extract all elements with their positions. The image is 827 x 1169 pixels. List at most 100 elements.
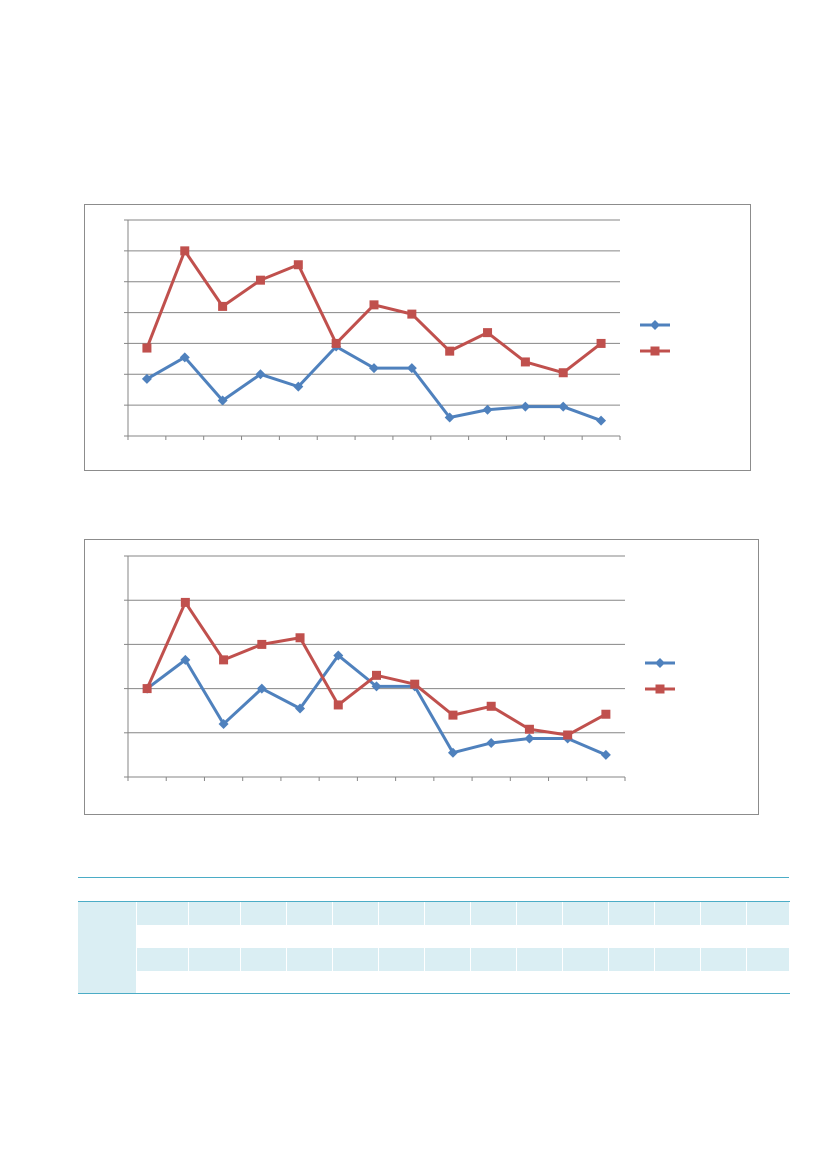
table-header-cell (188, 877, 240, 902)
table-header-cell (136, 877, 188, 902)
line-chart-2 (84, 539, 759, 815)
table-header-cell (562, 877, 608, 902)
legend-swatch-diamond (655, 658, 665, 668)
data-point-square (448, 710, 458, 720)
data-point-diamond (482, 404, 493, 415)
table-row-header-cell (78, 947, 137, 971)
data-point-diamond (256, 683, 267, 694)
data-point-diamond (293, 381, 304, 392)
table-cell (286, 924, 333, 948)
data-point-square (333, 700, 343, 710)
data-point-square (293, 260, 303, 270)
table-cell (654, 924, 701, 948)
data-point-square (218, 301, 228, 311)
table-cell (746, 924, 790, 948)
table-row (78, 901, 790, 925)
data-point-square (483, 328, 493, 338)
data-point-diamond (406, 363, 417, 374)
data-point-square (295, 633, 305, 643)
table-cell (378, 947, 425, 971)
data-point-diamond (255, 369, 266, 380)
table-cell (700, 901, 747, 925)
gridlines (128, 555, 625, 734)
table-cell (240, 901, 287, 925)
data-point-square (558, 368, 568, 378)
table-cell (516, 924, 563, 948)
line-chart-1-svg (124, 219, 670, 440)
table-cell (654, 947, 701, 971)
data-point-diamond (180, 654, 191, 665)
table-cell (136, 970, 189, 994)
table-row (78, 924, 790, 948)
line-chart-1 (84, 204, 751, 471)
table-cell (424, 924, 471, 948)
table-cell (286, 970, 333, 994)
data-point-diamond (444, 412, 455, 423)
table-cell (378, 901, 425, 925)
table-cell (332, 901, 379, 925)
data-point-diamond (447, 747, 458, 758)
table-row (78, 970, 790, 994)
series-line (146, 345, 602, 422)
legend-item (645, 658, 675, 668)
table-header-cell (424, 877, 470, 902)
table-cell (654, 901, 701, 925)
table-cell (608, 924, 655, 948)
table-cell (700, 970, 747, 994)
table-cell (240, 970, 287, 994)
table-header-cell (78, 877, 136, 902)
data-point-square (601, 709, 611, 719)
data-point-square (520, 357, 530, 367)
legend-item (640, 320, 670, 330)
data-point-diamond (218, 718, 229, 729)
table-header-cell (470, 877, 516, 902)
series-line (145, 600, 607, 737)
table-cell (470, 970, 517, 994)
data-point-square (219, 655, 229, 665)
table-cell (562, 947, 609, 971)
table-cell (516, 947, 563, 971)
table-cell (700, 947, 747, 971)
data-table (78, 877, 790, 994)
table-row-header-cell (78, 924, 137, 948)
table-cell (746, 970, 790, 994)
data-point-diamond (371, 681, 382, 692)
table-cell (608, 947, 655, 971)
table-cell (516, 970, 563, 994)
table-header-cell (240, 877, 286, 902)
data-point-diamond (217, 395, 228, 406)
data-point-square (563, 730, 573, 740)
data-point-square (445, 346, 455, 356)
data-point-square (180, 246, 190, 256)
data-point-square (524, 724, 534, 734)
table-cell (470, 947, 517, 971)
table-header-cell (378, 877, 424, 902)
data-point-square (596, 338, 606, 348)
data-point-square (257, 639, 267, 649)
table-cell (240, 924, 287, 948)
table-header-cell (286, 877, 332, 902)
table-cell (424, 901, 471, 925)
line-chart-2-svg (124, 555, 675, 781)
data-point-square (486, 701, 496, 711)
table-cell (188, 901, 241, 925)
table-cell (746, 901, 790, 925)
table-cell (424, 970, 471, 994)
table-header-cell (608, 877, 654, 902)
table-cell (516, 901, 563, 925)
table-cell (188, 924, 241, 948)
table-row-header-cell (78, 970, 137, 994)
data-point-diamond (558, 401, 569, 412)
table-cell (188, 947, 241, 971)
legend-swatch-square (650, 346, 660, 356)
table-cell (470, 924, 517, 948)
table-cell (378, 970, 425, 994)
table-cell (286, 947, 333, 971)
table-cell (332, 947, 379, 971)
table-cell (470, 901, 517, 925)
table-cell (378, 924, 425, 948)
table-cell (562, 970, 609, 994)
data-point-diamond (179, 352, 190, 363)
data-point-diamond (141, 373, 152, 384)
table-header-cell (332, 877, 378, 902)
